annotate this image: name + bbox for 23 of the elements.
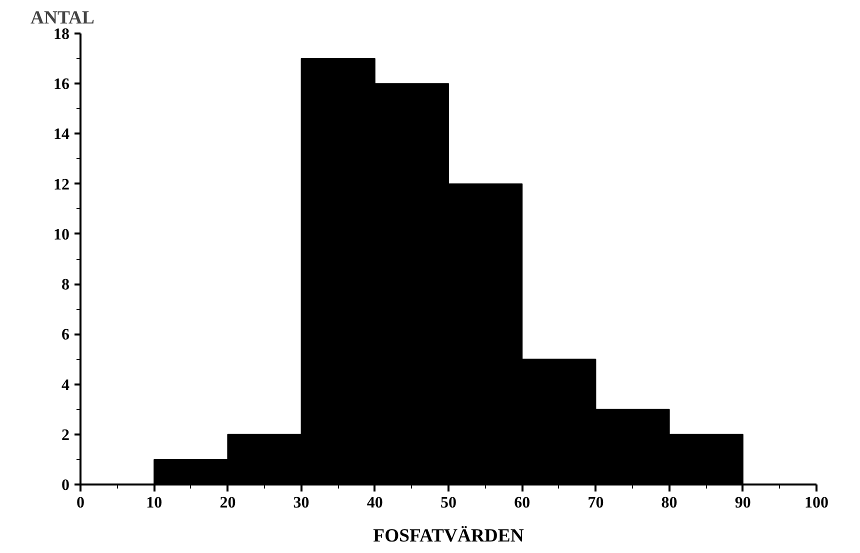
y-tick-label: 14 [54, 126, 70, 144]
x-tick-label: 30 [293, 494, 310, 512]
y-tick-label: 4 [62, 376, 70, 394]
x-tick-label: 100 [804, 494, 828, 512]
y-tick-label: 10 [54, 226, 70, 244]
x-tick-label: 90 [734, 494, 751, 512]
y-tick-label: 6 [62, 326, 70, 344]
x-tick-label: 60 [514, 494, 530, 512]
y-tick-label: 0 [62, 477, 70, 494]
x-tick-label: 40 [366, 494, 383, 512]
y-tick-label: 12 [54, 176, 70, 194]
y-tick-label: 2 [62, 426, 70, 444]
x-tick-label: 80 [661, 494, 678, 512]
y-tick-label: 18 [54, 26, 70, 43]
x-tick-label: 70 [588, 494, 604, 512]
x-tick-label: 20 [220, 494, 236, 512]
x-tick-label: 50 [440, 494, 456, 512]
y-axis-title: ANTAL [30, 8, 94, 28]
x-tick-label: 10 [146, 494, 162, 512]
x-axis-title: FOSFATVÄRDEN [373, 526, 524, 546]
y-tick-label: 8 [62, 276, 70, 294]
x-tick-label: 0 [76, 494, 84, 512]
y-tick-label: 16 [54, 76, 70, 94]
